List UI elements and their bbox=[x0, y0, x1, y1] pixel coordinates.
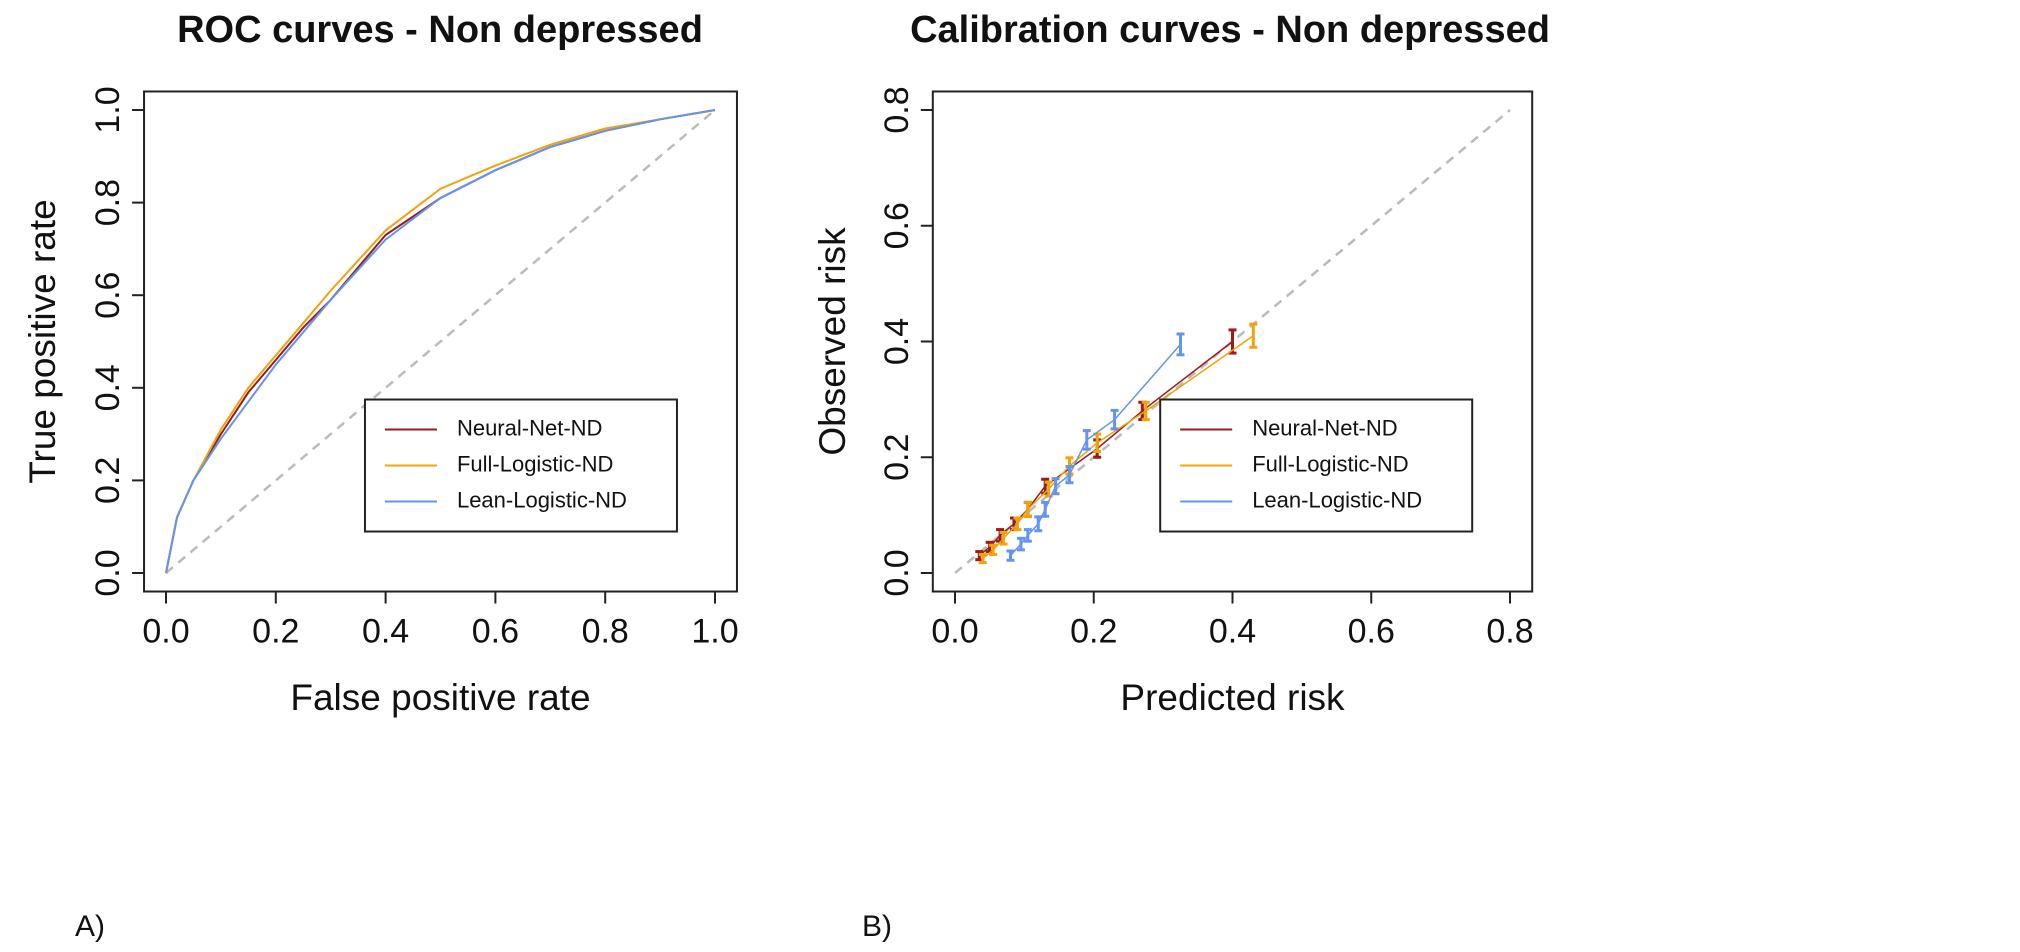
error-bar bbox=[1023, 528, 1032, 543]
legend-label: Lean-Logistic-ND bbox=[457, 487, 627, 512]
legend-label: Neural-Net-ND bbox=[1252, 415, 1397, 440]
error-bar bbox=[1006, 549, 1015, 562]
error-bar bbox=[1141, 400, 1150, 422]
y-tick-label: 0.8 bbox=[89, 179, 127, 226]
error-bar bbox=[1082, 429, 1091, 451]
legend-label: Neural-Net-ND bbox=[457, 415, 602, 440]
x-tick-label: 0.2 bbox=[252, 613, 299, 651]
plot-frame bbox=[143, 90, 738, 593]
error-bar bbox=[1065, 465, 1074, 485]
legend-label: Full-Logistic-ND bbox=[1252, 451, 1408, 476]
y-tick-label: 0.6 bbox=[89, 272, 127, 319]
y-tick-label: 1.0 bbox=[89, 86, 127, 133]
chart-title: ROC curves - Non depressed bbox=[177, 9, 703, 51]
legend-label: Lean-Logistic-ND bbox=[1252, 487, 1422, 512]
reference-diagonal bbox=[165, 109, 716, 574]
error-bar bbox=[1110, 408, 1119, 431]
x-tick-label: 0.6 bbox=[472, 613, 519, 651]
y-tick-label: 0.6 bbox=[878, 202, 916, 249]
error-bar bbox=[1041, 500, 1050, 518]
error-bar bbox=[989, 543, 998, 556]
panel-label: A) bbox=[75, 910, 105, 943]
x-tick-label: 0.8 bbox=[582, 613, 629, 651]
error-bar bbox=[999, 530, 1008, 546]
error-bar bbox=[978, 552, 987, 565]
error-bar bbox=[1249, 322, 1258, 349]
series-line bbox=[165, 109, 716, 574]
chart-title: Calibration curves - Non depressed bbox=[910, 9, 1550, 51]
y-tick-label: 0.4 bbox=[89, 364, 127, 411]
x-tick-label: 0.4 bbox=[362, 613, 409, 651]
x-tick-label: 0.0 bbox=[142, 613, 189, 651]
error-bar bbox=[1176, 332, 1185, 357]
y-tick-label: 0.4 bbox=[878, 318, 916, 365]
series-line bbox=[165, 109, 716, 574]
legend-label: Full-Logistic-ND bbox=[457, 451, 613, 476]
y-tick-label: 0.2 bbox=[878, 434, 916, 481]
error-bar bbox=[1013, 516, 1022, 532]
x-tick-label: 0.2 bbox=[1070, 613, 1117, 651]
x-axis-label: Predicted risk bbox=[1120, 677, 1345, 718]
y-tick-label: 0.0 bbox=[878, 549, 916, 596]
error-bar bbox=[1093, 432, 1102, 453]
x-axis-label: False positive rate bbox=[290, 677, 590, 718]
x-tick-label: 0.4 bbox=[1209, 613, 1256, 651]
series-line bbox=[982, 335, 1254, 560]
y-tick-label: 0.2 bbox=[89, 457, 127, 504]
panel-label: B) bbox=[862, 910, 892, 943]
error-bar bbox=[1023, 500, 1032, 518]
y-tick-label: 0.0 bbox=[89, 549, 127, 596]
y-axis-label: Observed risk bbox=[812, 227, 853, 456]
x-tick-label: 0.0 bbox=[931, 613, 978, 651]
error-bar bbox=[1051, 477, 1060, 496]
x-tick-label: 0.6 bbox=[1348, 613, 1395, 651]
y-tick-label: 0.8 bbox=[878, 86, 916, 133]
error-bar bbox=[1016, 536, 1025, 552]
x-tick-label: 1.0 bbox=[691, 613, 738, 651]
y-axis-label: True positive rate bbox=[22, 199, 63, 483]
x-tick-label: 0.8 bbox=[1486, 613, 1533, 651]
error-bar bbox=[1034, 515, 1043, 533]
error-bar bbox=[1228, 328, 1237, 355]
